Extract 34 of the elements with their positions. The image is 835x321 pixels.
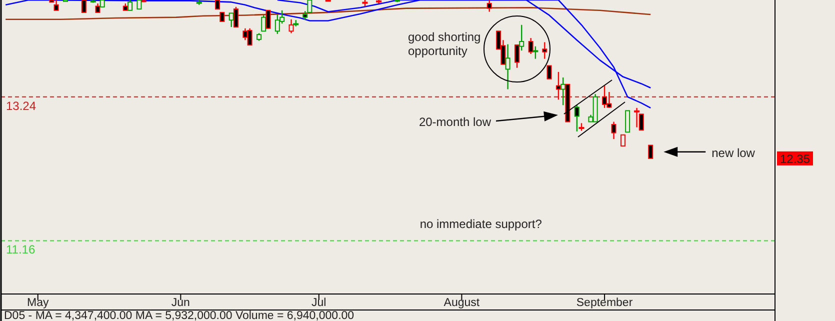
candlestick xyxy=(648,144,654,159)
text: D05 - MA = 4,347,400.00 MA = 5,932,000.00 Volume = 6,940,000.00 xyxy=(4,310,354,321)
candlestick xyxy=(542,42,548,60)
x-tick-label: Jun xyxy=(171,297,190,309)
annotation: new low xyxy=(712,146,756,160)
candlestick xyxy=(620,134,626,146)
annotation: good shorting opportunity xyxy=(408,30,481,58)
candlestick xyxy=(266,10,271,29)
candlestick xyxy=(519,24,524,52)
candlestick xyxy=(528,37,534,55)
x-tick-label: August xyxy=(444,297,480,309)
candlestick xyxy=(514,44,520,68)
x-tick-label: Jul xyxy=(312,297,326,309)
annotation: 20-month low xyxy=(418,115,492,129)
text: 12.35 xyxy=(780,152,810,166)
candlestick xyxy=(228,12,234,28)
candlestick xyxy=(546,65,552,80)
ref-line-label: 13.24 xyxy=(6,98,36,113)
candlestick xyxy=(233,6,238,28)
candlestick xyxy=(611,121,616,140)
annotation: no immediate support? xyxy=(420,217,542,231)
candlestick xyxy=(505,44,510,90)
candlestick xyxy=(81,0,86,13)
candlestick xyxy=(532,46,538,60)
ref-line-label: 11.16 xyxy=(6,242,36,257)
candlestick xyxy=(288,18,294,34)
candlestick xyxy=(625,110,630,133)
candlestick xyxy=(634,107,640,128)
candlestick xyxy=(602,85,608,109)
candlestick xyxy=(486,0,492,12)
x-tick-label: May xyxy=(26,297,49,309)
x-tick-label: September xyxy=(576,297,633,309)
candlestick xyxy=(261,14,266,32)
candlestick xyxy=(574,104,580,132)
